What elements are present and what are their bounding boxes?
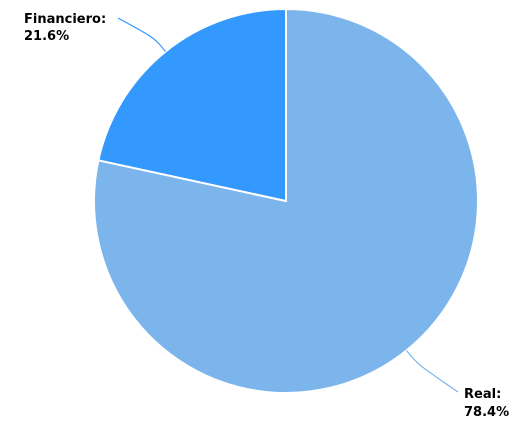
pie-slice-financiero (97, 8, 287, 202)
pie-slices (93, 8, 479, 394)
label-real-name: Real (464, 387, 496, 402)
connector-financiero (117, 17, 166, 52)
label-financiero: Financiero: (24, 12, 106, 27)
label-connectors (117, 17, 459, 393)
label-financiero-value: 21.6% (24, 29, 69, 44)
label-real-value: 78.4% (464, 405, 509, 420)
connector-real (406, 350, 459, 393)
label-financiero-name: Financiero (24, 12, 101, 27)
label-real: Real: (464, 387, 501, 402)
